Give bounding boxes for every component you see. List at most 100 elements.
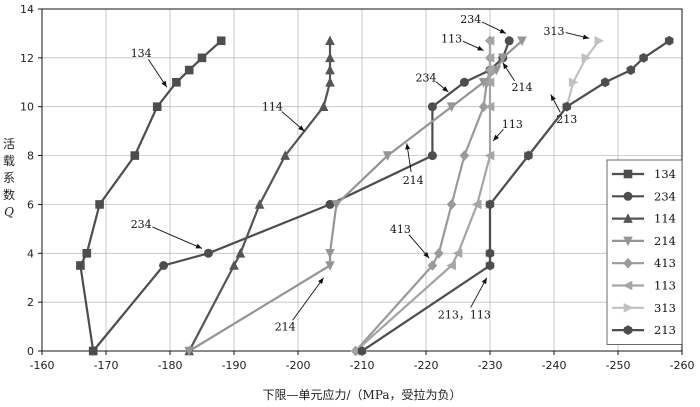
annotation: 234 [131,218,203,249]
x-tick-label: -210 [350,359,375,372]
annotation-arrowhead [405,143,411,150]
legend-item-113: 113 [612,279,676,293]
y-tick-label: 12 [20,52,34,65]
y-axis-title-char: Q [4,205,14,219]
data-point-113 [452,248,463,259]
y-tick-label: 4 [27,247,34,260]
annotation: 114 [262,101,305,132]
annotation-label: 234 [416,71,437,84]
annotation: 313 [544,25,590,40]
annotation-label: 214 [512,81,533,94]
y-tick-label: 14 [20,3,34,16]
series-line-413 [354,40,492,352]
legend-marker [623,257,633,269]
y-tick-label: 6 [27,198,34,211]
annotation: 213 [550,94,577,126]
series-line-114 [188,40,332,352]
data-point-214 [446,102,457,113]
legend-item-134: 134 [612,167,676,181]
data-point-234 [427,102,437,112]
annotation-label: 113 [502,118,523,131]
data-point-214 [498,53,508,64]
data-point-213 [562,101,572,112]
data-point-113 [446,260,456,271]
annotations: 134 114 234 214 234 214 113 234 214 313 113 213 413 2… [131,13,590,334]
annotation-label: 234 [460,13,481,26]
data-point-214 [325,261,335,271]
series-line-113 [354,40,492,352]
legend-item-413: 413 [612,256,676,270]
x-tick-label: -240 [542,359,567,372]
data-point-234 [88,346,98,356]
data-point-114 [229,260,239,270]
annotation-arrowhead [499,28,506,34]
data-point-113 [350,346,360,356]
data-point-313 [594,35,605,46]
data-point-113 [484,150,495,161]
data-point-113 [484,101,495,112]
legend-item-214: 214 [612,234,676,248]
series-line-214 [188,39,523,352]
legend-label: 213 [654,323,676,337]
series-layer [76,35,674,357]
annotation: 113 [441,32,484,51]
data-point-413 [446,199,457,210]
data-point-134 [172,77,181,87]
legend-item-213: 213 [612,323,676,337]
data-point-213 [600,77,610,88]
x-axis-title: 下限—单元应力/（MPa，受拉为负） [262,387,461,402]
y-axis-title-char: 活 [3,137,15,151]
series-line-213 [361,39,670,352]
annotation-label: 213 [556,113,577,126]
annotation-arrowhead [195,243,202,249]
data-point-134 [82,248,92,258]
annotation-label: 213，113 [438,308,491,321]
annotation: 113 [492,118,523,142]
data-point-214 [184,346,194,357]
x-tick-label: -260 [670,359,695,372]
data-point-214 [517,36,527,47]
data-point-134 [216,36,226,46]
y-tick-label: 10 [20,101,34,114]
x-tick-label: -190 [222,359,247,372]
data-point-213 [485,199,495,210]
data-point-234 [159,261,169,270]
data-point-234 [203,248,213,258]
data-point-113 [471,199,482,210]
data-point-114 [318,101,329,112]
data-point-413 [427,260,438,271]
data-point-214 [331,200,342,210]
data-point-413 [459,150,470,161]
annotation-arrowhead [502,62,509,70]
data-point-114 [325,35,335,46]
series-line-234 [92,40,511,352]
annotation: 214 [403,143,424,187]
data-point-213 [357,346,367,356]
annotation-label: 214 [403,174,424,187]
data-point-114 [235,247,246,258]
data-point-114 [254,199,265,209]
annotation-arrowhead [477,45,484,51]
data-point-113 [484,53,495,63]
data-point-113 [484,35,495,46]
data-point-134 [152,102,162,112]
x-tick-label: -160 [30,359,55,372]
annotation-arrowhead [442,86,449,93]
y-tick-label: 2 [27,296,34,309]
data-point-213 [626,65,636,75]
data-point-234 [427,151,437,161]
legend-marker [623,236,633,247]
x-tick-label: -230 [478,359,503,372]
data-point-134 [184,65,194,75]
annotation: 214 [502,62,533,94]
data-point-114 [280,150,290,160]
data-point-114 [325,64,335,75]
legend-marker [623,191,633,201]
annotation: 234 [416,71,449,93]
legend-label: 313 [654,301,676,315]
annotation: 214 [275,277,324,334]
legend-marker [623,169,633,179]
data-point-313 [581,53,592,63]
data-point-213 [639,52,648,63]
